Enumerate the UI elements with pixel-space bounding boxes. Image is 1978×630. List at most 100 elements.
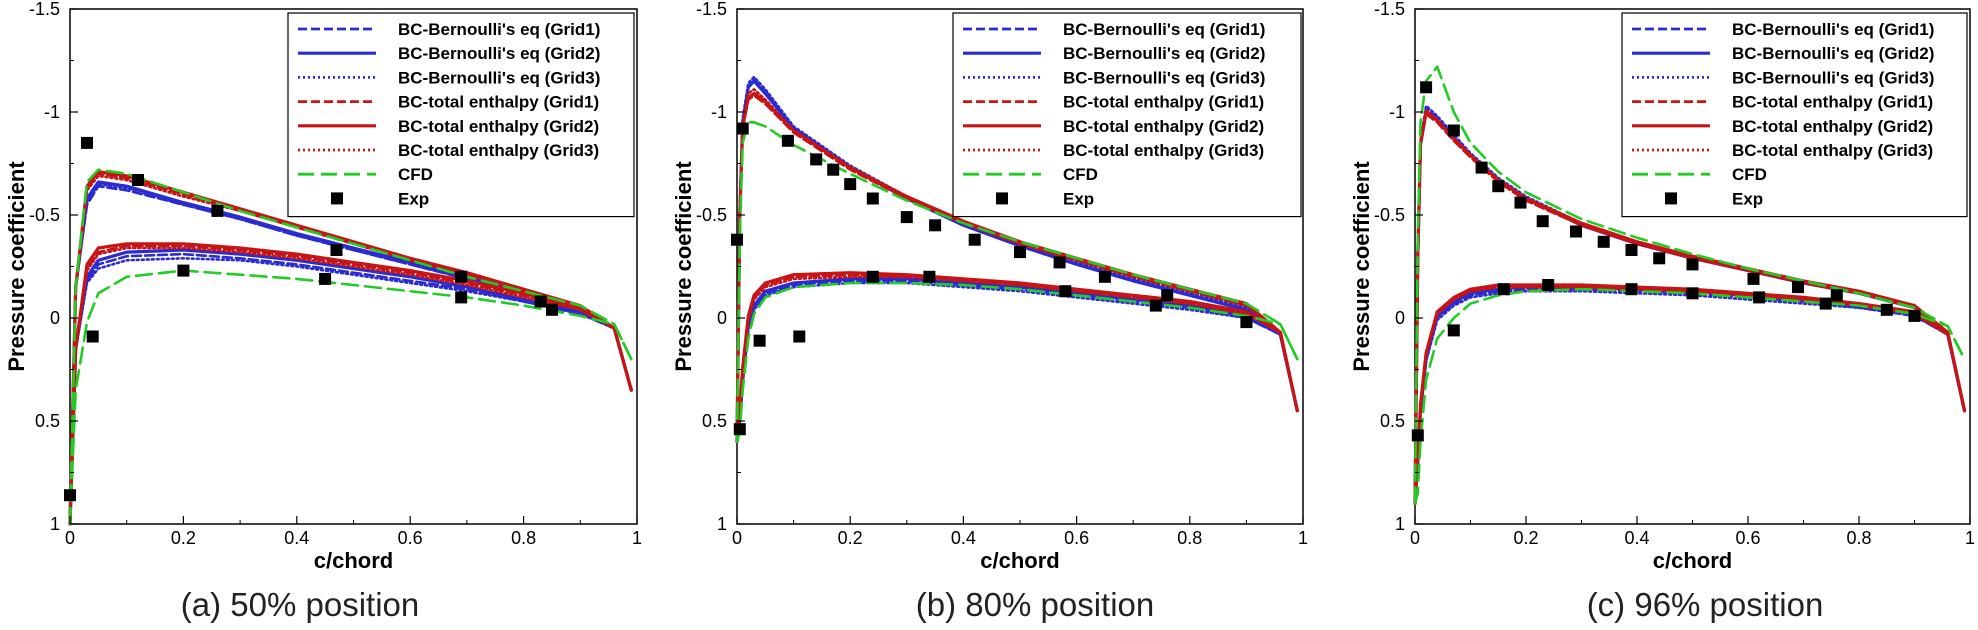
exp-marker	[929, 219, 942, 232]
chart-panel-3: 0 0.2 0.4 0.6 0.8 1 -1.5 -1 -0.5 0 0.5 1 c/chord Pres…	[1349, 0, 1975, 623]
exp-marker	[810, 153, 823, 166]
y-axis-label: Pressure coefficient	[1349, 161, 1374, 372]
legend: BC-Bernoulli's eq (Grid1) BC-Bernoulli's …	[287, 12, 635, 218]
exp-marker	[827, 163, 840, 176]
exp-marker	[866, 192, 879, 205]
y-tick-label: -1	[711, 102, 727, 122]
exp-marker	[1830, 289, 1843, 302]
y-tick-label: 1	[717, 514, 727, 534]
exp-marker	[1625, 244, 1638, 256]
exp-marker	[1059, 285, 1072, 298]
exp-marker	[455, 291, 468, 304]
exp-marker	[1625, 283, 1638, 296]
y-tick-label: 0.5	[702, 411, 727, 431]
exp-marker	[1686, 287, 1699, 300]
y-tick-label: 1	[1395, 514, 1405, 534]
exp-marker	[1653, 252, 1666, 265]
legend-label: CFD	[1063, 165, 1098, 184]
exp-marker	[1747, 272, 1760, 285]
exp-marker	[1753, 291, 1766, 304]
series-line-3-lower	[68, 256, 633, 526]
legend-label: Exp	[1732, 189, 1763, 208]
x-tick-label: 0.4	[951, 528, 976, 548]
x-axis-label: c/chord	[980, 548, 1059, 573]
chart-panel-2: 0 0.2 0.4 0.6 0.8 1 -1.5 -1 -0.5 0 0.5 1 c/chord Pres…	[671, 0, 1308, 623]
exp-marker	[1497, 283, 1510, 296]
x-tick-label: 0.6	[1064, 528, 1089, 548]
legend-label: BC-Bernoulli's eq (Grid2)	[398, 44, 600, 63]
y-tick-label: 0	[717, 308, 727, 328]
exp-marker	[1597, 235, 1610, 248]
x-tick-label: 0.2	[838, 528, 863, 548]
y-tick-label: -1.5	[1374, 0, 1405, 19]
exp-marker	[1819, 297, 1832, 310]
exp-marker	[455, 270, 468, 283]
series-line-7-lower	[735, 281, 1299, 443]
x-axis-label: c/chord	[1653, 548, 1732, 573]
exp-marker	[546, 303, 558, 316]
series-line-1-lower	[68, 252, 633, 526]
legend-label: BC-Bernoulli's eq (Grid2)	[1063, 44, 1265, 63]
y-tick-label: 0.5	[35, 411, 60, 431]
x-tick-label: 0	[1410, 528, 1420, 548]
legend-label: BC-total enthalpy (Grid1)	[398, 93, 599, 112]
x-tick-label: 1	[1965, 528, 1975, 548]
exp-marker	[1447, 324, 1460, 337]
y-tick-label: -0.5	[1374, 205, 1405, 225]
legend-label: BC-Bernoulli's eq (Grid2)	[1732, 44, 1934, 63]
exp-marker	[1686, 258, 1699, 271]
exp-marker	[86, 330, 99, 343]
legend-label: BC-Bernoulli's eq (Grid3)	[1732, 68, 1934, 87]
legend-box	[287, 12, 635, 218]
legend-label: BC-total enthalpy (Grid2)	[1732, 117, 1933, 136]
exp-marker	[1475, 161, 1488, 174]
legend: BC-Bernoulli's eq (Grid1) BC-Bernoulli's …	[952, 12, 1302, 218]
exp-marker	[1240, 316, 1253, 329]
x-tick-label: 0.2	[1513, 528, 1538, 548]
exp-marker	[1880, 303, 1893, 316]
exp-marker	[1570, 225, 1582, 238]
legend: BC-Bernoulli's eq (Grid1) BC-Bernoulli's …	[1621, 12, 1968, 218]
exp-marker	[900, 211, 913, 224]
exp-marker	[132, 174, 144, 186]
exp-marker	[1514, 196, 1527, 209]
exp-marker	[1908, 309, 1921, 322]
series-line-5-lower	[68, 242, 633, 526]
exp-marker	[1447, 124, 1460, 137]
y-tick-label: 1	[50, 514, 60, 534]
y-tick-label: -0.5	[29, 205, 60, 225]
y-tick-label: 0	[1395, 308, 1405, 328]
exp-marker	[177, 264, 190, 277]
exp-marker	[733, 423, 746, 436]
chart-panel-1: 0 0.2 0.4 0.6 0.8 1 -1.5 -1 -0.5 0 0.5 1 c/chord Pres…	[4, 0, 642, 623]
exp-marker	[793, 330, 806, 343]
legend-label: BC-total enthalpy (Grid3)	[398, 141, 599, 160]
exp-marker	[736, 122, 749, 135]
panel-caption: (a) 50% position	[181, 586, 419, 623]
exp-marker	[923, 270, 936, 283]
y-tick-label: -1.5	[696, 0, 727, 19]
legend-label: BC-Bernoulli's eq (Grid1)	[398, 20, 600, 39]
exp-marker	[1492, 180, 1505, 193]
legend-box	[952, 12, 1302, 218]
exp-marker	[1098, 270, 1111, 283]
legend-label: BC-total enthalpy (Grid3)	[1732, 141, 1933, 160]
x-tick-label: 0.2	[171, 528, 196, 548]
x-tick-label: 1	[1298, 528, 1308, 548]
y-axis-label: Pressure coefficient	[4, 161, 29, 372]
legend-label: BC-Bernoulli's eq (Grid1)	[1063, 20, 1265, 39]
x-tick-label: 0.4	[1624, 528, 1649, 548]
legend-label: BC-total enthalpy (Grid1)	[1063, 93, 1264, 112]
legend-label: BC-Bernoulli's eq (Grid3)	[1063, 68, 1265, 87]
series-line-7-upper	[68, 168, 633, 526]
x-axis-label: c/chord	[314, 548, 393, 573]
y-tick-label: -1	[1389, 102, 1405, 122]
legend-swatch-marker	[996, 192, 1008, 205]
exp-marker	[781, 134, 794, 147]
x-tick-label: 1	[632, 528, 642, 548]
exp-marker	[968, 233, 981, 246]
exp-marker	[1149, 299, 1162, 312]
x-tick-label: 0.8	[511, 528, 536, 548]
series-line-7-lower	[68, 269, 633, 526]
